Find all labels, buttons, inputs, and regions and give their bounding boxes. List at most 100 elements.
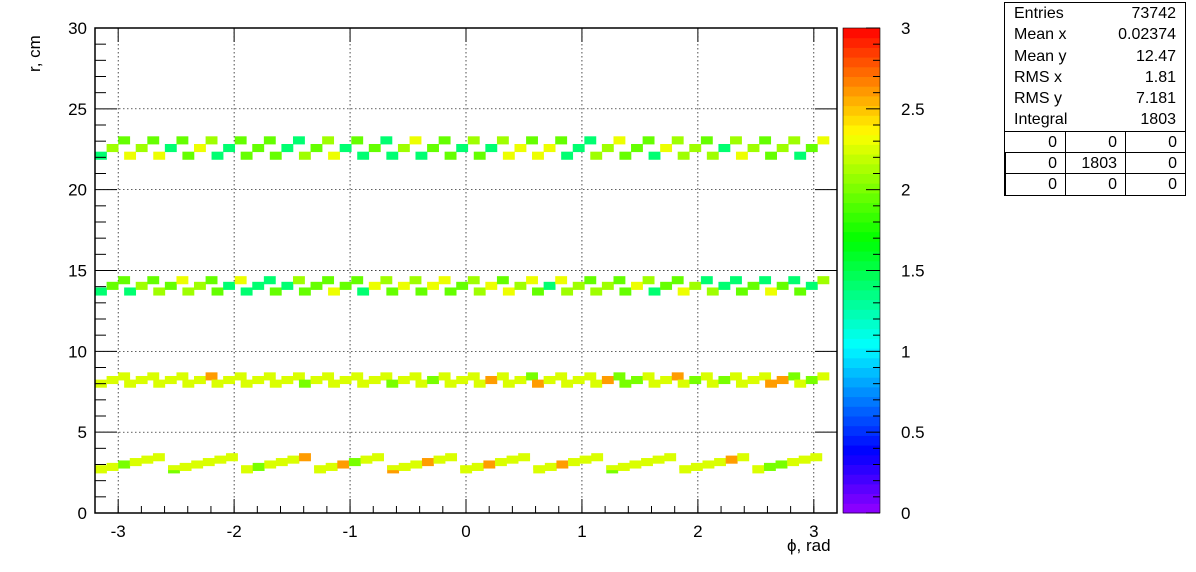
heatmap-cell	[747, 143, 760, 153]
heatmap-cell	[118, 136, 131, 145]
heatmap-cell	[584, 136, 597, 145]
heatmap-cell	[438, 372, 451, 381]
heatmap-cell	[652, 455, 665, 464]
heatmap-cell	[263, 372, 276, 381]
heatmap-cell	[141, 455, 154, 464]
heatmap-cell	[351, 136, 364, 145]
z-tick-label: 1.5	[901, 262, 925, 281]
x-axis-label: ϕ, rad	[787, 536, 831, 555]
heatmap-cell	[337, 460, 350, 469]
palette-cell	[843, 28, 880, 39]
heatmap-cell	[129, 458, 142, 467]
heatmap-cell	[135, 281, 148, 290]
palette-cell	[843, 154, 880, 165]
stats-cell: 0	[1005, 130, 1065, 152]
heatmap-cell	[351, 276, 364, 285]
palette-cell	[843, 348, 880, 359]
stats-value: 12.47	[1135, 47, 1176, 65]
heatmap-cell	[193, 143, 206, 153]
heatmap-cell	[444, 151, 457, 160]
heatmap-cell	[310, 281, 323, 290]
palette-cell	[843, 386, 880, 398]
x-tick-label: 3	[809, 522, 818, 541]
heatmap-cell	[322, 276, 335, 285]
heatmap-cell	[671, 372, 684, 381]
palette-cell	[843, 134, 880, 145]
heatmap-cell	[444, 287, 457, 296]
heatmap-cell	[298, 379, 311, 388]
heatmap-cell	[496, 372, 509, 381]
heatmap-cell	[660, 375, 673, 385]
palette-cell	[843, 37, 880, 48]
heatmap-cell	[409, 136, 422, 145]
heatmap-cell	[601, 143, 614, 153]
stats-cell: 0	[1065, 173, 1125, 195]
stats-cell: 0	[1125, 152, 1185, 174]
palette-cell	[843, 280, 880, 291]
palette-cell	[843, 125, 880, 136]
heatmap-cell	[292, 372, 305, 381]
heatmap-cell	[240, 151, 253, 160]
palette-cell	[843, 319, 880, 330]
palette-cell	[843, 192, 880, 204]
heatmap-cell	[322, 136, 335, 145]
heatmap-cell	[759, 372, 772, 381]
heatmap-cell	[147, 372, 160, 381]
palette-cell	[843, 95, 880, 107]
heatmap-cell	[532, 379, 544, 388]
z-tick-label: 1	[901, 342, 910, 361]
heatmap-cell	[642, 372, 655, 381]
heatmap-cell	[252, 143, 265, 153]
y-axis-label: r, cm	[25, 35, 44, 72]
heatmap-cell	[152, 453, 165, 462]
heatmap-cell	[427, 375, 439, 385]
heatmap-cell	[179, 462, 192, 471]
heatmap-cell	[325, 462, 338, 471]
heatmap-cell	[234, 372, 247, 381]
heatmap-cell	[671, 136, 684, 145]
heatmap-cell	[496, 136, 509, 145]
heatmap-cell	[613, 372, 626, 381]
heatmap-cell	[660, 143, 673, 153]
heatmap-cell	[380, 276, 393, 285]
heatmap-cell	[456, 281, 469, 290]
heatmap-cell	[357, 379, 370, 388]
heatmap-cell	[269, 151, 282, 160]
heatmap-cell	[718, 281, 731, 290]
heatmap-cell	[182, 379, 195, 388]
x-tick-label: -2	[227, 522, 242, 541]
heatmap-cell	[292, 136, 305, 145]
heatmap-cell	[752, 465, 765, 471]
heatmap-cell	[606, 465, 619, 471]
palette-cell	[843, 416, 880, 427]
heatmap-cell	[292, 276, 305, 285]
heatmap-cell	[164, 143, 177, 153]
palette-cell	[843, 454, 880, 465]
heatmap-cell	[817, 276, 830, 285]
heatmap-cell	[677, 287, 690, 296]
heatmap-cell	[118, 460, 131, 469]
heatmap-cell	[817, 136, 830, 145]
stats-label: RMS y	[1014, 90, 1062, 108]
heatmap-cell	[460, 465, 473, 471]
y-axis: 0 5 10 15 20 25 30	[68, 19, 837, 523]
heatmap-cell	[164, 375, 177, 385]
heatmap-cell	[572, 281, 585, 290]
heatmap-cell	[360, 455, 373, 464]
heatmap-cell	[153, 287, 166, 296]
heatmap-cell	[438, 276, 451, 285]
heatmap-cell	[759, 136, 772, 145]
heatmap-cell	[182, 151, 195, 160]
heatmap-cell	[409, 372, 422, 381]
palette-cell	[843, 115, 880, 126]
palette-cell	[843, 474, 880, 485]
heatmap-cell	[351, 372, 364, 381]
heatmap-cell	[456, 375, 469, 385]
palette-cell	[843, 260, 880, 271]
stats-row-mean-y: Mean y 12.47	[1005, 46, 1185, 67]
heatmap-cell	[794, 379, 807, 388]
heatmap-cell	[339, 143, 352, 153]
palette-cell	[843, 493, 880, 504]
heatmap-cell	[660, 281, 673, 290]
heatmap-cell	[397, 281, 410, 290]
